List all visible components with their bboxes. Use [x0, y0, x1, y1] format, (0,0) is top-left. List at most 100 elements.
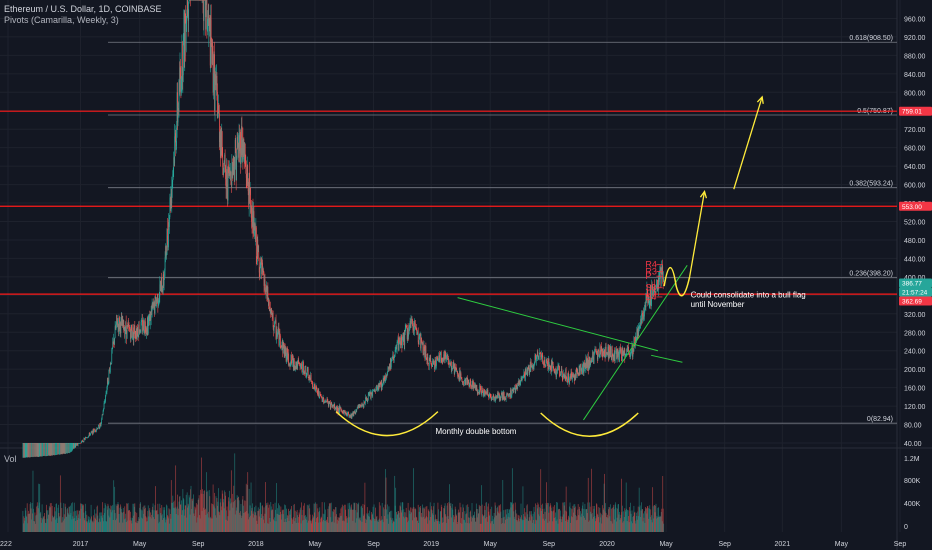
volume-bar: [408, 520, 410, 532]
volume-bar: [477, 513, 479, 532]
candle-body: [304, 366, 306, 375]
volume-bar: [130, 511, 131, 532]
volume-bar: [334, 516, 336, 532]
candle-body: [442, 358, 444, 362]
candle-body: [241, 126, 242, 157]
candle-body: [228, 166, 230, 176]
volume-tick-label: 0: [904, 524, 908, 531]
volume-bar: [254, 512, 256, 532]
volume-bar: [558, 508, 560, 532]
candle-body: [80, 443, 81, 444]
volume-bar: [256, 523, 258, 532]
candle-body: [231, 162, 233, 186]
volume-bar: [392, 520, 394, 532]
volume-bar: [640, 510, 642, 532]
volume-bar: [118, 504, 119, 532]
candle-body: [386, 374, 388, 376]
candle-body: [92, 431, 93, 435]
volume-bar: [35, 506, 37, 532]
time-tick-label: Sep: [894, 541, 907, 548]
candle-body: [638, 328, 640, 336]
candle-body: [325, 401, 326, 403]
candle-body: [88, 433, 90, 436]
horizontal-levels: 0.618(908.50)0.5(750.87)0.382(593.24)0.2…: [0, 35, 897, 424]
volume-bar: [577, 504, 579, 532]
candle-body: [468, 379, 470, 384]
volume-bar: [132, 517, 133, 532]
volume-bar: [97, 515, 99, 532]
candle-body: [192, 0, 194, 1]
candle-body: [555, 368, 556, 372]
volume-bar: [528, 517, 530, 532]
volume-bar: [429, 520, 431, 532]
candle-body: [469, 383, 470, 387]
candle-body: [658, 277, 660, 282]
candle-body: [594, 349, 596, 353]
volume-bar: [645, 506, 646, 532]
candle-body: [632, 349, 634, 357]
candle-body: [610, 347, 611, 354]
candle-body: [145, 328, 147, 335]
candle-body: [500, 396, 501, 401]
candle-body: [374, 390, 376, 392]
volume-bar: [298, 517, 300, 532]
candle-body: [288, 364, 290, 366]
volume-bar: [192, 498, 194, 532]
volume-bar: [464, 522, 466, 532]
volume-bar: [274, 517, 275, 532]
volume-bar: [346, 522, 348, 532]
candle-body: [256, 239, 258, 263]
candle-body: [136, 328, 138, 337]
volume-bar: [303, 520, 305, 532]
candle-body: [202, 0, 203, 1]
volume-bar: [249, 517, 251, 532]
candle-body: [296, 364, 298, 368]
time-axis[interactable]: 2 2017 May Sep 2018 May Sep 2019 May Sep 2020 May Se…: [0, 541, 906, 548]
candle-body: [181, 43, 183, 81]
volume-bar: [474, 517, 476, 532]
volume-bar: [662, 508, 664, 532]
candle-body: [655, 286, 657, 293]
volume-bar: [386, 509, 387, 532]
volume-bar: [93, 521, 95, 532]
candle-body: [367, 394, 369, 401]
volume-bar: [529, 511, 531, 532]
candle-body: [163, 274, 164, 286]
price-tick-label: 200.00: [904, 367, 926, 374]
volume-bar: [160, 513, 162, 532]
volume-bar: [468, 517, 470, 532]
volume-bar: [45, 522, 46, 532]
volume-bar: [63, 514, 65, 532]
candle-body: [366, 398, 368, 402]
volume-bar: [341, 504, 343, 532]
candle-body: [150, 311, 152, 320]
volume-bar: [486, 521, 488, 532]
volume-bar: [264, 513, 266, 532]
candle-body: [312, 387, 314, 389]
candle-body: [357, 406, 359, 408]
price-tick-label: 920.00: [904, 35, 926, 42]
indicator-legend[interactable]: Pivots (Camarilla, Weekly, 3): [4, 15, 119, 25]
candle-body: [361, 404, 363, 406]
candle-body: [561, 368, 562, 375]
candle-body: [152, 303, 153, 309]
candle-body: [143, 320, 145, 331]
volume-bar: [160, 515, 162, 532]
candle-body: [170, 193, 172, 204]
volume-bar: [629, 511, 631, 532]
volume-bar: [627, 509, 629, 532]
candle-body: [460, 373, 461, 380]
volume-bar: [448, 502, 450, 532]
candle-body: [87, 437, 89, 439]
volume-bar: [222, 502, 224, 532]
candle-body: [604, 349, 605, 356]
candle-body: [314, 384, 315, 387]
candle-body: [196, 0, 198, 1]
price-axis[interactable]: 40.0080.00120.00160.00200.00240.00280.00…: [904, 16, 926, 448]
candle-body: [395, 347, 397, 349]
candle-body: [185, 23, 187, 51]
volume-bar: [176, 506, 178, 532]
candle-body: [268, 301, 270, 306]
candle-body: [521, 377, 522, 381]
